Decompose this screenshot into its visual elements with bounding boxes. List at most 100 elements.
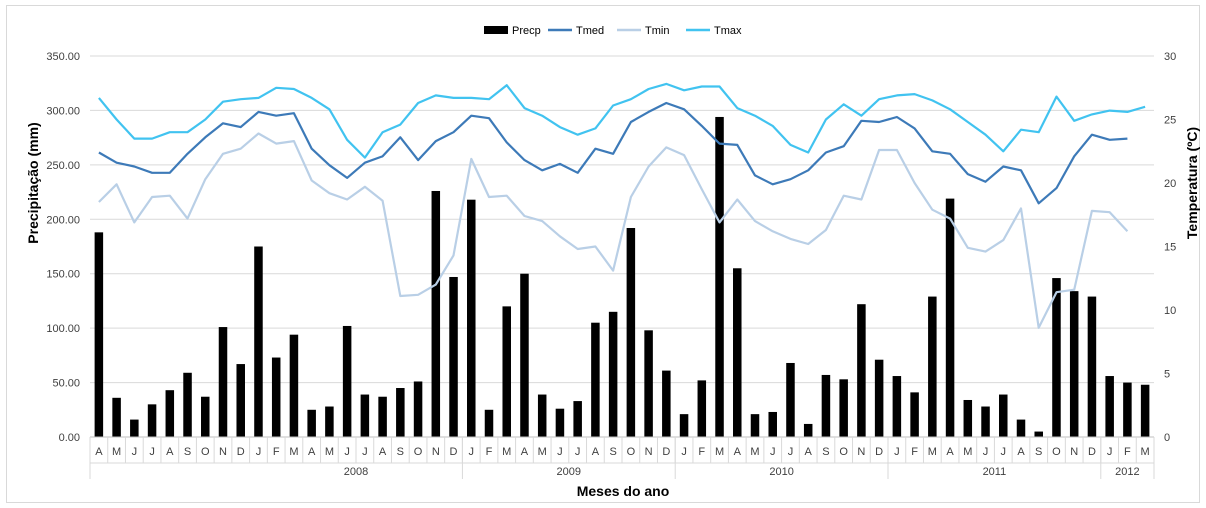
precipitation-bar (928, 296, 937, 437)
month-label: J (557, 446, 563, 458)
axes: 0.00 50.00 100.00 150.00 200.00 250.00 300.00 3… (46, 51, 1176, 479)
month-label: F (911, 446, 918, 458)
month-label: M (963, 446, 972, 458)
year-label: 2009 (557, 466, 581, 478)
month-label: M (112, 446, 121, 458)
y2-tick-label: 15 (1164, 242, 1176, 254)
y2-tick-label: 10 (1164, 305, 1176, 317)
month-label: A (166, 446, 174, 458)
legend-label-precp: Precp (512, 25, 541, 37)
month-label: S (822, 446, 829, 458)
y-tick-label: 200.00 (46, 214, 80, 226)
precipitation-bar (1105, 376, 1114, 437)
precipitation-bar (679, 414, 689, 437)
month-label: J (149, 446, 155, 458)
month-label: A (592, 446, 600, 458)
precipitation-bar (750, 414, 760, 437)
month-label: A (308, 446, 316, 458)
precipitation-bar (644, 330, 653, 437)
y-tick-label: 150.00 (46, 269, 80, 281)
month-label: D (450, 446, 458, 458)
month-label: A (95, 446, 103, 458)
precipitation-bar (981, 406, 990, 437)
precipitation-bar (449, 276, 458, 437)
y2-axis-title: Temperatura (ºC) (1184, 127, 1200, 239)
precipitation-bar (396, 388, 405, 437)
month-label: D (875, 446, 883, 458)
precipitation-bar (821, 374, 831, 437)
month-label: O (839, 446, 848, 458)
gridlines (90, 55, 1154, 384)
month-label: J (1001, 446, 1007, 458)
month-label: J (894, 446, 900, 458)
precipitation-bar (573, 401, 582, 437)
month-label: F (486, 446, 493, 458)
month-label: A (521, 446, 529, 458)
month-label: O (414, 446, 423, 458)
month-label: J (575, 446, 581, 458)
precipitation-bar (1069, 291, 1079, 437)
month-label: J (983, 446, 989, 458)
precipitation-bar (697, 380, 707, 437)
precipitation-bar (715, 116, 724, 438)
year-label: 2008 (344, 466, 368, 478)
precipitation-bar (112, 397, 121, 437)
y-tick-label: 100.00 (46, 323, 80, 335)
month-label: S (1035, 446, 1042, 458)
legend-swatch-precp (484, 26, 508, 34)
precipitation-bar (803, 423, 813, 437)
precipitation-bar (537, 394, 547, 437)
month-label: O (627, 446, 636, 458)
precipitation-bar (307, 409, 316, 437)
precipitation-bar (999, 394, 1008, 437)
precipitation-bar (1034, 431, 1043, 437)
month-label: M (750, 446, 759, 458)
precipitation-bar (892, 376, 902, 437)
month-label: M (325, 446, 334, 458)
month-label: M (928, 446, 937, 458)
y2-tick-label: 5 (1164, 369, 1170, 381)
precipitation-bar (1052, 278, 1061, 437)
y-tick-label: 50.00 (52, 378, 80, 390)
month-label: J (469, 446, 475, 458)
precipitation-bar (218, 327, 228, 437)
month-label: A (379, 446, 387, 458)
precipitation-bar (910, 392, 919, 437)
temperature-lines (98, 82, 1146, 329)
y2-tick-label: 25 (1164, 115, 1176, 127)
y-tick-label: 0.00 (59, 432, 80, 444)
precipitation-bar (874, 359, 884, 437)
precipitation-bar (342, 325, 352, 437)
month-label: J (681, 446, 687, 458)
month-label: F (1124, 446, 1131, 458)
precipitation-bar (201, 396, 210, 437)
precipitation-bar (130, 419, 139, 437)
month-label: D (1088, 446, 1096, 458)
precipitation-bar (236, 364, 245, 437)
legend-label-tmin: Tmin (645, 25, 669, 37)
precipitation-bar (1016, 419, 1026, 437)
month-label: J (1107, 446, 1113, 458)
series-line-tmin (98, 132, 1129, 329)
month-label: M (538, 446, 547, 458)
y-tick-label: 300.00 (46, 105, 80, 117)
precipitation-bar (945, 198, 955, 437)
month-label: A (805, 446, 813, 458)
precipitation-bar (626, 227, 636, 437)
precipitation-bar (165, 390, 175, 437)
y-axis-title: Precipitação (mm) (25, 122, 41, 243)
precipitation-bar (254, 246, 263, 437)
month-label: J (132, 446, 138, 458)
month-label: O (1052, 446, 1061, 458)
precipitation-bars (94, 116, 1150, 438)
precipitation-bar (1123, 382, 1132, 437)
y2-tick-label: 30 (1164, 51, 1176, 63)
y-tick-label: 250.00 (46, 160, 80, 172)
precipitation-bar (591, 322, 600, 437)
month-label: J (788, 446, 794, 458)
precipitation-bar (271, 357, 281, 437)
month-label: J (362, 446, 368, 458)
precipitation-bar (183, 372, 192, 437)
chart-frame (6, 5, 1200, 503)
